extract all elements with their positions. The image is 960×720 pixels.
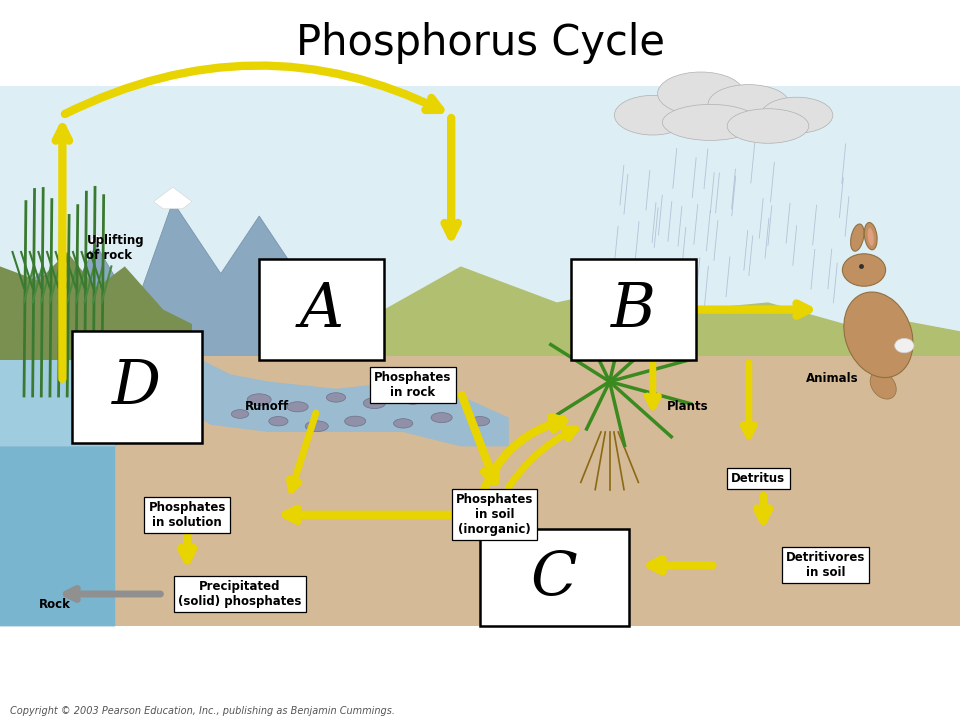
- Ellipse shape: [345, 416, 366, 426]
- FancyBboxPatch shape: [72, 331, 202, 443]
- Polygon shape: [365, 266, 960, 360]
- Bar: [0, 0, 960, 86]
- Text: Copyright © 2003 Pearson Education, Inc., publishing as Benjamin Cummings.: Copyright © 2003 Pearson Education, Inc.…: [10, 706, 395, 716]
- Polygon shape: [0, 360, 202, 446]
- Ellipse shape: [870, 372, 897, 399]
- Polygon shape: [0, 360, 202, 626]
- Text: Detritivores
in soil: Detritivores in soil: [786, 552, 865, 579]
- Ellipse shape: [864, 222, 877, 250]
- Bar: [0, 356, 960, 626]
- Text: Plants: Plants: [667, 400, 708, 413]
- FancyBboxPatch shape: [480, 529, 629, 626]
- Ellipse shape: [662, 104, 758, 140]
- Ellipse shape: [843, 254, 885, 286]
- Polygon shape: [86, 234, 110, 245]
- Ellipse shape: [868, 228, 874, 246]
- Ellipse shape: [269, 416, 288, 426]
- Text: Phosphates
in soil
(inorganic): Phosphates in soil (inorganic): [456, 493, 533, 536]
- Ellipse shape: [305, 420, 328, 431]
- Text: Runoff: Runoff: [245, 400, 289, 413]
- FancyBboxPatch shape: [259, 259, 384, 360]
- Ellipse shape: [658, 72, 744, 115]
- Text: Uplifting
of rock: Uplifting of rock: [86, 235, 144, 262]
- Text: Phosphorus Cycle: Phosphorus Cycle: [296, 22, 664, 63]
- Polygon shape: [0, 202, 384, 360]
- Ellipse shape: [431, 413, 452, 423]
- Ellipse shape: [326, 393, 346, 402]
- Text: Phosphates
in rock: Phosphates in rock: [374, 372, 451, 399]
- Text: D: D: [112, 357, 161, 417]
- Text: Precipitated
(solid) phosphates: Precipitated (solid) phosphates: [179, 580, 301, 608]
- Text: Rock: Rock: [38, 598, 70, 611]
- Text: Detritus: Detritus: [732, 472, 785, 485]
- Ellipse shape: [614, 96, 691, 135]
- FancyBboxPatch shape: [571, 259, 696, 360]
- Text: Animals: Animals: [806, 372, 859, 384]
- Ellipse shape: [728, 109, 808, 143]
- Ellipse shape: [248, 394, 272, 405]
- Ellipse shape: [363, 397, 386, 408]
- Text: Phosphates
in solution: Phosphates in solution: [149, 501, 226, 528]
- Ellipse shape: [231, 410, 249, 418]
- Polygon shape: [0, 252, 192, 360]
- Ellipse shape: [844, 292, 913, 377]
- Text: A: A: [300, 279, 344, 340]
- Bar: [0, 86, 960, 626]
- Ellipse shape: [394, 419, 413, 428]
- Ellipse shape: [470, 416, 490, 426]
- Polygon shape: [154, 187, 192, 209]
- Text: B: B: [612, 279, 656, 340]
- Ellipse shape: [708, 85, 789, 124]
- Text: C: C: [531, 548, 578, 608]
- Ellipse shape: [760, 97, 832, 133]
- Ellipse shape: [287, 402, 308, 412]
- Ellipse shape: [895, 338, 914, 353]
- Ellipse shape: [851, 224, 864, 251]
- Ellipse shape: [403, 395, 422, 405]
- Polygon shape: [115, 360, 509, 446]
